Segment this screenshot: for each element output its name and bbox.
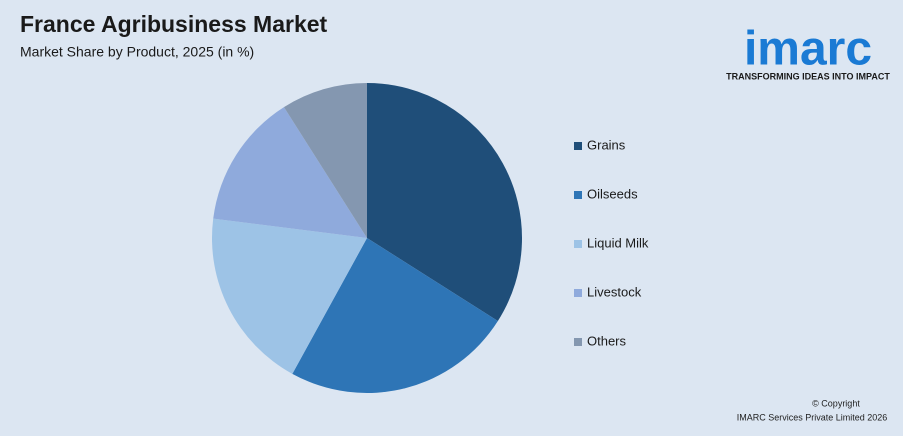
legend-swatch <box>574 240 582 248</box>
logo-tagline: TRANSFORMING IDEAS INTO IMPACT <box>726 71 890 81</box>
copyright-owner: IMARC Services Private Limited 2026 <box>737 412 888 422</box>
legend-label: Livestock <box>587 284 642 299</box>
pie-slice <box>213 107 367 238</box>
pie-slice <box>211 218 367 374</box>
legend-label: Oilseeds <box>587 186 638 201</box>
pie-slice <box>367 83 522 322</box>
pie-slice <box>283 83 367 238</box>
copyright: © Copyright <box>812 398 860 408</box>
legend-label: Others <box>587 333 627 348</box>
pie-slice <box>292 238 498 393</box>
legend-swatch <box>574 191 582 199</box>
legend-swatch <box>574 289 582 297</box>
legend-swatch <box>574 142 582 150</box>
legend-label: Grains <box>587 137 626 152</box>
legend-swatch <box>574 338 582 346</box>
chart-title: France Agribusiness Market <box>20 11 328 37</box>
logo: imarc <box>744 23 872 76</box>
chart-subtitle: Market Share by Product, 2025 (in %) <box>20 44 254 60</box>
legend-label: Liquid Milk <box>587 235 649 250</box>
